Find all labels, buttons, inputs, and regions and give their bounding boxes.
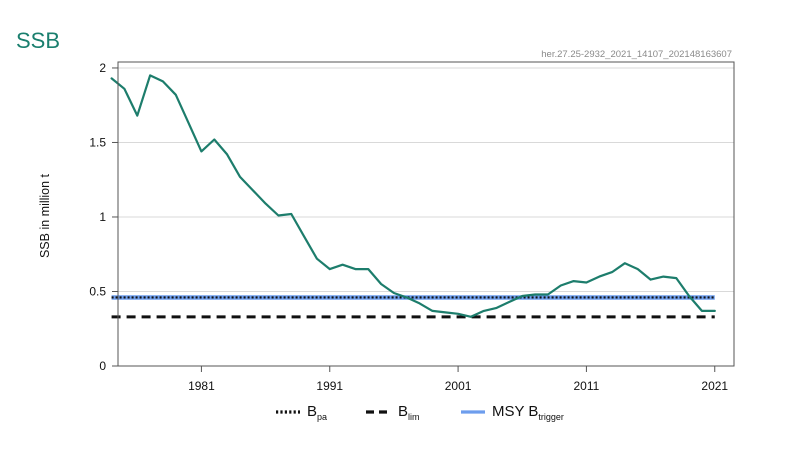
legend-item-blim: Blim: [366, 403, 420, 422]
x-tick-label-4: 2021: [701, 379, 728, 393]
source-id: her.27.25-2932_2021_14107_202148163607: [541, 49, 732, 60]
legend-bpa-label: B: [307, 403, 317, 420]
x-tick-label-1: 1991: [316, 379, 343, 393]
svg-text:Bpa: Bpa: [307, 403, 327, 422]
ssb-series: [110, 74, 716, 318]
svg-text:MSY Btrigger: MSY Btrigger: [492, 403, 564, 422]
axes: 0 0.5 1 1.5 2 1981 1991 2001 2011 2021: [89, 61, 728, 393]
legend-blim-label: B: [398, 403, 408, 420]
svg-text:Blim: Blim: [398, 403, 420, 422]
plot-frame: [117, 61, 735, 367]
legend: Bpa Blim MSY Btrigger: [276, 403, 564, 422]
page-title: SSB: [16, 28, 60, 53]
reference-lines: [111, 295, 715, 319]
y-tick-label-1: 0.5: [89, 284, 106, 298]
x-tick-label-0: 1981: [188, 379, 215, 393]
y-tick-label-3: 1.5: [89, 135, 106, 149]
ssb-line: [110, 74, 716, 318]
legend-blim-subscript: lim: [408, 412, 420, 422]
y-tick-label-2: 1: [99, 210, 106, 224]
grid: [118, 67, 734, 367]
x-tick-label-3: 2011: [574, 379, 600, 393]
legend-msy-btrigger-label: MSY B: [492, 403, 538, 420]
y-tick-label-4: 2: [99, 61, 106, 75]
y-axis-title: SSB in million t: [38, 173, 52, 258]
legend-bpa-subscript: pa: [317, 412, 327, 422]
y-tick-label-0: 0: [99, 359, 106, 373]
legend-item-msy-btrigger: MSY Btrigger: [461, 403, 564, 422]
legend-item-bpa: Bpa: [276, 403, 327, 422]
legend-msy-btrigger-subscript: trigger: [538, 412, 564, 422]
x-tick-label-2: 2001: [445, 379, 472, 393]
